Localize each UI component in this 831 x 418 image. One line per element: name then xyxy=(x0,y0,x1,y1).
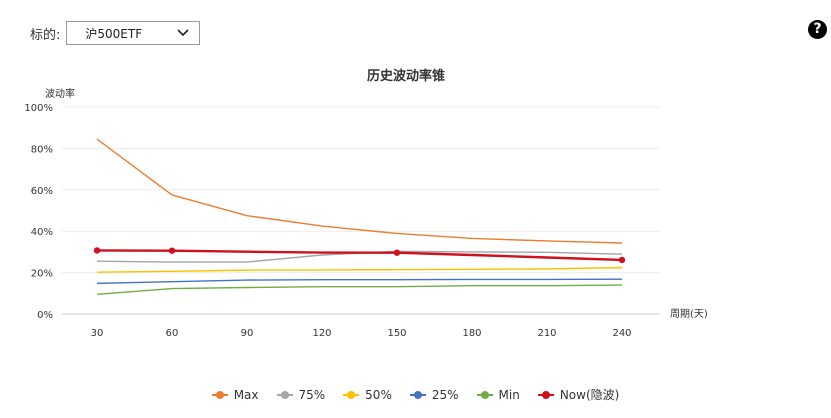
x-tick-label: 180 xyxy=(462,328,481,339)
legend-swatch-dot xyxy=(413,390,422,399)
series-line xyxy=(96,266,623,273)
legend-swatch-dot xyxy=(541,390,550,399)
help-glyph: ? xyxy=(813,21,822,37)
legend-item[interactable]: Max xyxy=(211,386,259,403)
legend-swatch xyxy=(409,390,426,400)
x-tick-label: 240 xyxy=(612,328,631,339)
legend-item[interactable]: Min xyxy=(476,386,520,403)
y-axis-label: 波动率 xyxy=(45,87,75,100)
chevron-down-icon xyxy=(177,29,189,37)
underlying-label: 标的: xyxy=(30,27,61,43)
chart-title: 历史波动率锥 xyxy=(367,68,445,84)
y-tick-label: 20% xyxy=(31,269,53,280)
legend-item[interactable]: 50% xyxy=(343,386,392,403)
data-point xyxy=(168,247,176,254)
legend-swatch-dot xyxy=(215,390,224,399)
legend-swatch xyxy=(343,390,360,400)
legend-label: 75% xyxy=(298,387,326,402)
underlying-selector-bar: 标的: 沪500ETF xyxy=(30,20,201,46)
question-circle-icon[interactable]: ? xyxy=(808,20,827,39)
x-tick-label: 210 xyxy=(537,328,556,339)
legend-label: Max xyxy=(233,387,259,402)
legend-swatch-dot xyxy=(347,390,356,399)
legend-item[interactable]: 75% xyxy=(276,386,326,403)
x-tick-label: 150 xyxy=(387,328,406,339)
x-tick-label: 60 xyxy=(166,328,179,339)
data-point xyxy=(393,249,401,256)
y-tick-label: 60% xyxy=(31,186,53,197)
legend-label: 25% xyxy=(431,387,459,402)
x-tick-label: 120 xyxy=(312,328,331,339)
legend-label: 50% xyxy=(365,387,392,402)
y-tick-label: 80% xyxy=(31,144,53,155)
legend-item[interactable]: Now(隐波) xyxy=(537,386,620,403)
legend-swatch-dot xyxy=(480,390,489,399)
legend-label: Min xyxy=(498,387,520,402)
data-point xyxy=(618,256,626,264)
chart-legend: Max 75% 50% 25% Min Now(隐波) xyxy=(0,386,831,403)
legend-swatch-dot xyxy=(280,390,289,399)
series-line xyxy=(96,249,623,262)
legend-swatch xyxy=(211,390,228,400)
series-line xyxy=(96,284,623,296)
legend-item[interactable]: 25% xyxy=(409,386,459,403)
y-tick-label: 100% xyxy=(24,103,53,114)
y-tick-label: 40% xyxy=(31,227,53,238)
underlying-select[interactable]: 沪500ETF xyxy=(66,21,201,45)
x-tick-label: 90 xyxy=(241,328,254,339)
series-line xyxy=(96,138,623,244)
legend-label: Now(隐波) xyxy=(559,388,620,402)
legend-swatch xyxy=(537,390,554,400)
y-tick-label: 0% xyxy=(37,310,53,321)
x-tick-label: 30 xyxy=(91,328,104,339)
legend-swatch xyxy=(476,390,493,400)
x-axis-label: 周期(天) xyxy=(670,308,708,320)
legend-swatch xyxy=(276,390,293,400)
underlying-select-value: 沪500ETF xyxy=(85,26,143,41)
volatility-cone-chart: 历史波动率锥 波动率 周期(天) 0% 20% 40% 60% 80% 100% 30 60 9… xyxy=(24,68,708,339)
data-point xyxy=(93,247,101,254)
series-line xyxy=(96,278,623,285)
